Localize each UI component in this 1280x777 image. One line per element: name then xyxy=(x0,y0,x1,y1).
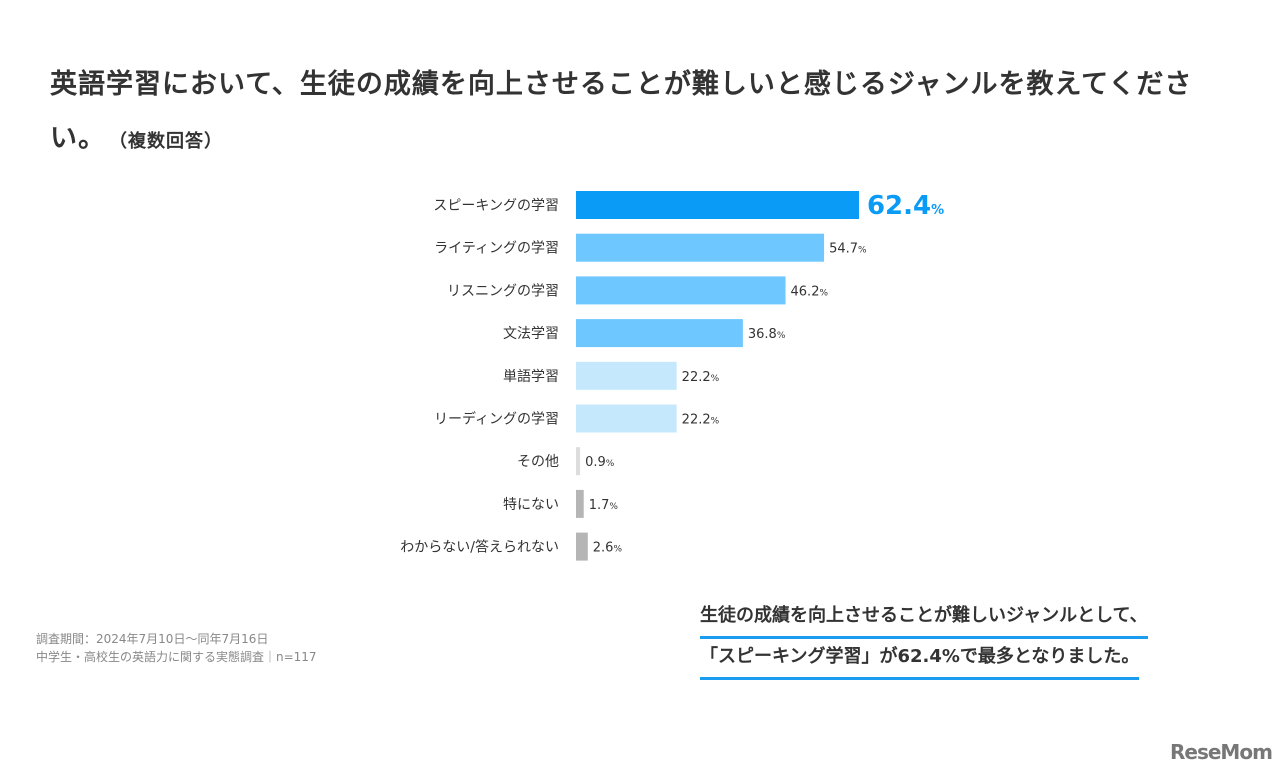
value-label: 54.7% xyxy=(829,242,867,257)
category-label: 特にない xyxy=(503,497,559,513)
bar xyxy=(576,319,743,348)
bar xyxy=(576,276,786,305)
value-label: 22.2% xyxy=(682,413,720,428)
bar xyxy=(576,361,677,390)
source-note: 調査期間：2024年7月10日～同年7月16日 中学生・高校生の英語力に関する実… xyxy=(36,630,317,666)
bar xyxy=(576,532,588,561)
title-note: （複数回答） xyxy=(118,131,223,152)
value-label: 46.2% xyxy=(791,284,829,299)
summary-note: 生徒の成績を向上させることが難しいジャンルとして、 「スピーキング学習」が62.… xyxy=(700,598,1148,680)
value-label: 2.6% xyxy=(593,541,623,556)
category-label: スピーキングの学習 xyxy=(433,198,559,214)
bar xyxy=(576,191,859,219)
category-label: わからない/答えられない xyxy=(400,539,559,556)
survey-period: 調査期間：2024年7月10日～同年7月16日 xyxy=(36,632,269,646)
value-label: 36.8% xyxy=(748,327,786,342)
category-label: 文法学習 xyxy=(503,326,559,342)
title-text: 英語学習において、生徒の成績を向上させることが難しいと感じるジャンルを教えてくだ… xyxy=(50,69,1193,154)
value-label: 22.2% xyxy=(682,370,720,385)
category-label: 単語学習 xyxy=(503,369,559,385)
survey-name: 中学生・高校生の英語力に関する実態調査｜n=117 xyxy=(36,650,317,664)
value-label: 1.7% xyxy=(589,498,619,513)
category-label: リスニングの学習 xyxy=(447,283,559,299)
bar xyxy=(576,447,581,476)
summary-line-1: 生徒の成績を向上させることが難しいジャンルとして、 xyxy=(700,598,1148,639)
summary-line-2: 「スピーキング学習」が62.4%で最多となりました。 xyxy=(700,639,1140,680)
bar xyxy=(576,404,677,433)
category-label: ライティングの学習 xyxy=(434,241,559,257)
value-label: 62.4% xyxy=(867,191,944,221)
bar xyxy=(576,233,825,262)
value-label: 0.9% xyxy=(585,455,615,470)
category-label: その他 xyxy=(517,454,559,470)
logo: ReseMom xyxy=(1170,740,1273,764)
category-label: リーディングの学習 xyxy=(434,411,559,428)
bar xyxy=(576,489,584,518)
page-title: 英語学習において、生徒の成績を向上させることが難しいと感じるジャンルを教えてくだ… xyxy=(50,58,1230,169)
